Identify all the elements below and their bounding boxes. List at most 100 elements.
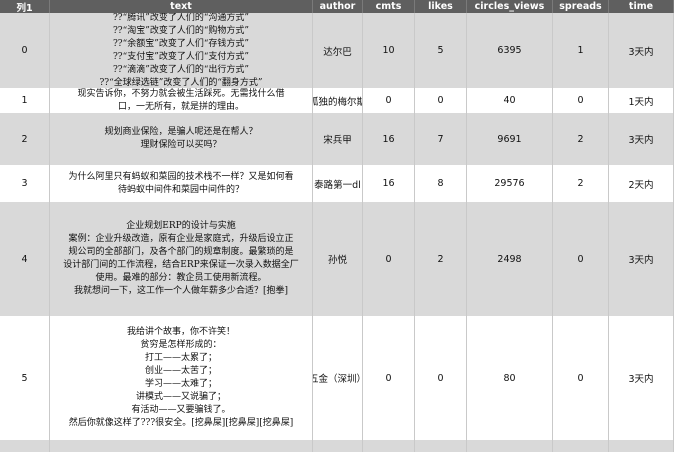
header-cell: text: [50, 0, 313, 13]
empty-cell: [313, 440, 363, 452]
table-cell: 5: [0, 316, 50, 440]
table-cell: 0: [0, 13, 50, 88]
table-cell: ??“腾讯”改变了人们的“沟通方式” ??“淘宝”改变了人们的“购物方式” ??“余…: [50, 13, 313, 88]
header-cell: spreads: [553, 0, 609, 13]
text-line: 打工——太累了；: [144, 353, 217, 363]
table-cell: 6395: [467, 13, 553, 88]
cell-value: 孤独的梅尔斯: [313, 96, 362, 108]
text-line: 创业——太苦了；: [144, 366, 217, 376]
table-cell: 0: [553, 316, 609, 440]
table-cell: 孤独的梅尔斯: [313, 88, 363, 113]
table-cell: 10: [363, 13, 415, 88]
text-line: 使用。最难的部分：教企员工使用新流程。: [95, 273, 267, 283]
text-line: 口，一无所有，就是拼的理由。: [117, 101, 244, 112]
header-cell: likes: [415, 0, 467, 13]
table-cell: 16: [363, 165, 415, 202]
cell-value: 0: [385, 372, 392, 384]
cell-value: 2: [577, 133, 584, 145]
cell-value: 达尔巴: [323, 46, 352, 58]
text-line: 然后你就像这样了???很安全。[挖鼻屎][挖鼻屎][挖鼻屎]: [68, 418, 294, 428]
header-cell: circles_views: [467, 0, 553, 13]
empty-cell: [609, 440, 674, 452]
table-cell: 3天内: [609, 316, 674, 440]
table-cell: 2天内: [609, 165, 674, 202]
header-label: likes: [428, 1, 453, 12]
header-row: 列1 text author cmts likes circles_views spread…: [0, 0, 674, 13]
table-cell: 我给讲个故事，你不许笑！ 贫穷是怎样形成的： 打工——太累了； 创业——太苦了； 学习—…: [50, 316, 313, 440]
table-cell: 80: [467, 316, 553, 440]
header-cell: cmts: [363, 0, 415, 13]
table-cell: 宋兵甲: [313, 113, 363, 165]
cell-value: 7: [437, 133, 444, 145]
cell-value: 0: [21, 45, 28, 56]
empty-cell: [0, 440, 50, 452]
text-line: ??“滴滴”改变了人们的“出行方式”: [112, 64, 250, 75]
table-row: 5 我给讲个故事，你不许笑！ 贫穷是怎样形成的： 打工——太累了； 创业——太苦了； 学习…: [0, 316, 674, 440]
table-cell: 2: [553, 165, 609, 202]
table-cell: 0: [553, 88, 609, 113]
cell-value: 16: [382, 133, 395, 145]
table-row: 0 ??“腾讯”改变了人们的“沟通方式” ??“淘宝”改变了人们的“购物方式” ??“…: [0, 13, 674, 88]
cell-value: 3天内: [628, 374, 654, 385]
cell-value: 3天内: [628, 255, 654, 266]
cell-value: 5: [21, 372, 28, 384]
cell-value: 2: [577, 178, 584, 189]
empty-cell: [553, 440, 609, 452]
empty-cell: [363, 440, 415, 452]
text-line: 设计部门间的工作流程，结合ERP来保证一次录入数据全厂: [63, 260, 299, 270]
cell-value: 29576: [494, 178, 525, 189]
cell-value: 6395: [497, 45, 522, 56]
cell-value: 宋兵甲: [323, 135, 352, 146]
table-cell: 5: [415, 13, 467, 88]
cell-value: 4: [21, 253, 28, 265]
table-cell: 40: [467, 88, 553, 113]
cell-value: 2: [437, 253, 444, 265]
cell-value: 9691: [497, 133, 522, 145]
cell-value: 16: [382, 178, 395, 189]
table-cell: 现实告诉你，不努力就会被生活踩死。无需找什么借 口，一无所有，就是拼的理由。: [50, 88, 313, 113]
text-line: 案例：企业升级改造，原有企业是家庭式，升级后设立正: [68, 234, 294, 244]
cell-value: 0: [385, 253, 392, 265]
table-cell: 8: [415, 165, 467, 202]
table-cell: 3天内: [609, 13, 674, 88]
table-cell: 2: [0, 113, 50, 165]
text-line: 企业规划ERP的设计与实施: [126, 221, 236, 231]
text-line: ??“支付宝”改变了人们“支付方式”: [112, 51, 250, 62]
text-line: 讲模式——又说骗了；: [135, 392, 226, 402]
table-cell: 0: [415, 88, 467, 113]
cell-value: 10: [382, 45, 395, 56]
cell-value: 2: [21, 133, 28, 145]
cell-value: 3天内: [628, 135, 654, 146]
cell-value: 0: [577, 95, 584, 106]
table-cell: 0: [363, 202, 415, 316]
text-line: 我就想问一下，这工作一个人做年薪多少合适？[抱拳]: [73, 286, 289, 296]
cell-value: 3: [21, 178, 28, 189]
header-label: 列1: [16, 2, 33, 14]
header-cell: 列1: [0, 0, 50, 13]
header-label: spreads: [559, 1, 602, 12]
table-cell: 达尔巴: [313, 13, 363, 88]
table-row: 2 规划商业保险，是骗人呢还是在帮人？ 理财保险可以买吗？ 宋兵甲 16 7 9691 2 3天…: [0, 113, 674, 165]
text-line: 有活动——又要骗钱了。: [131, 405, 231, 415]
cell-value: 0: [385, 95, 392, 106]
cell-value: 8: [437, 178, 444, 189]
table-cell: 2498: [467, 202, 553, 316]
cell-value: 0: [437, 372, 444, 384]
table-cell: 企业规划ERP的设计与实施 案例：企业升级改造，原有企业是家庭式，升级后设立正 规公…: [50, 202, 313, 316]
empty-cell: [415, 440, 467, 452]
empty-cell: [467, 440, 553, 452]
text-line: ??“全球绿选链”改变了人们的“翻身方式”: [99, 77, 263, 88]
cell-value: 孙悦: [327, 255, 347, 266]
table-cell: 1天内: [609, 88, 674, 113]
cell-value: 5: [437, 45, 444, 56]
table-cell: 3天内: [609, 202, 674, 316]
table-cell: 7: [415, 113, 467, 165]
table-cell: 29576: [467, 165, 553, 202]
table-cell: 泰路第一dl: [313, 165, 363, 202]
cell-value: 泰路第一dl: [314, 179, 361, 191]
cell-value: 2天内: [628, 179, 654, 191]
empty-row: [0, 440, 674, 452]
table-cell: 规划商业保险，是骗人呢还是在帮人？ 理财保险可以买吗？: [50, 113, 313, 165]
table-row: 1现实告诉你，不努力就会被生活踩死。无需找什么借口，一无所有，就是拼的理由。孤独…: [0, 88, 674, 113]
